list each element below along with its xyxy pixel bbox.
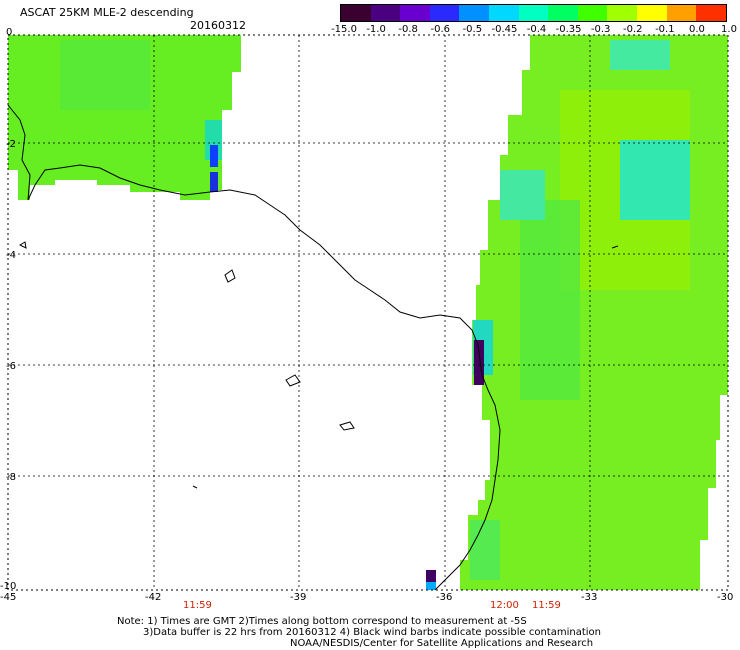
colorbar-label: 0.0 [688, 24, 705, 35]
grid [8, 35, 728, 590]
colorbar-label: -15.0 [331, 24, 357, 35]
note-line-2: 3)Data buffer is 22 hrs from 20160312 4)… [143, 627, 601, 638]
colorbar-segment [637, 5, 667, 21]
x-tick: -42 [145, 592, 161, 603]
colorbar-label: 1.0 [721, 24, 737, 35]
colorbar-segment [370, 5, 401, 21]
y-tick: -4 [6, 250, 16, 261]
note-line-3: NOAA/NESDIS/Center for Satellite Applica… [290, 638, 594, 649]
colorbar [340, 4, 727, 22]
time-label: 12:00 [490, 600, 519, 611]
colorbar-segment [548, 5, 578, 21]
map-title: ASCAT 25KM MLE-2 descending [20, 6, 194, 19]
colorbar-label: -0.4 [526, 24, 547, 35]
colorbar-label: -0.5 [462, 24, 483, 35]
colorbar-segment [577, 5, 608, 21]
note-line-1: Note: 1) Times are GMT 2)Times along bot… [117, 616, 527, 627]
x-tick: -30 [717, 592, 733, 603]
colorbar-label: -0.2 [622, 24, 643, 35]
colorbar-segment [341, 5, 371, 21]
y-tick: -6 [6, 361, 16, 372]
colorbar-segment [459, 5, 490, 21]
y-tick: -2 [6, 139, 16, 150]
x-tick: -45 [0, 592, 16, 603]
colorbar-label: -1.0 [366, 24, 386, 35]
y-tick: -10 [0, 581, 16, 592]
y-axis-labels: 0 -2 -4 -6 -8 -10 [0, 27, 16, 592]
colorbar-segment [489, 5, 519, 21]
colorbar-label: -0.3 [590, 24, 611, 35]
y-tick: -8 [6, 472, 16, 483]
colorbar-segment [518, 5, 549, 21]
colorbar-label: -0.1 [655, 24, 675, 35]
x-axis-labels: -45 -42 -39 -36 -33 -30 [0, 592, 733, 603]
x-tick: -33 [581, 592, 597, 603]
time-label: 11:59 [183, 600, 212, 611]
colorbar-label: -0.8 [398, 24, 418, 35]
colorbar-segment [429, 5, 460, 21]
x-tick: -36 [436, 592, 452, 603]
colorbar-label: -0.45 [491, 24, 518, 35]
time-label: 11:59 [532, 600, 561, 611]
y-tick: 0 [6, 27, 12, 38]
x-tick: -39 [290, 592, 306, 603]
colorbar-segment [607, 5, 638, 21]
colorbar-segment [400, 5, 430, 21]
left-swath [8, 35, 241, 200]
map-frame [7, 34, 729, 591]
colorbar-label: -0.35 [555, 24, 582, 35]
colorbar-segment [666, 5, 697, 21]
colorbar-segment [696, 5, 726, 21]
map-date: 20160312 [190, 19, 246, 32]
coastline [7, 104, 619, 591]
colorbar-labels: -15.0 -1.0 -0.8 -0.6 -0.5 -0.45 -0.4 -0.35 -0.3-… [331, 24, 737, 36]
colorbar-label: -0.6 [430, 24, 451, 35]
right-swath [426, 35, 728, 590]
